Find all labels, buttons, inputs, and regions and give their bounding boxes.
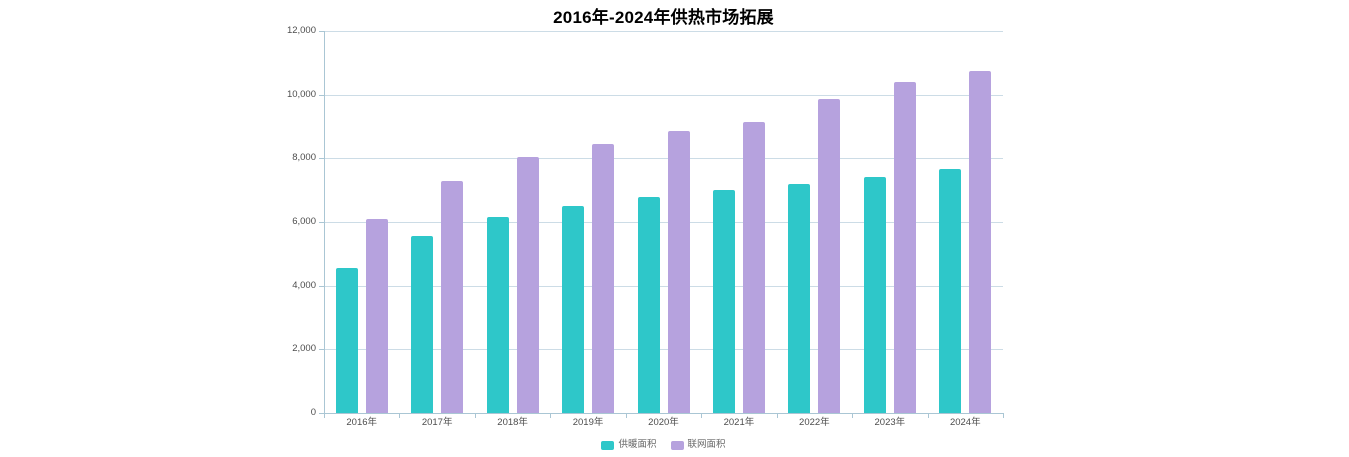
bar-network-area-2023年[interactable] [893,81,916,413]
x-tick-0 [324,413,325,418]
x-tick-label-5: 2021年 [723,417,755,428]
y-tick-label-8000: 8,000 [292,152,316,164]
legend: 供暖面积 联网面积 [324,440,1003,450]
y-tick-6000 [319,222,324,223]
bar-heating-area-2018年[interactable] [486,217,509,413]
legend-swatch-icon [601,440,615,450]
bar-network-area-2017年[interactable] [441,180,464,413]
x-tick-label-1: 2017年 [421,417,453,428]
y-tick-4000 [319,285,324,287]
x-tick-3 [550,413,552,418]
legend-item-network-area[interactable]: 联网面积 [670,439,726,450]
bar-network-area-2024年[interactable] [969,70,992,413]
gridline-4000 [324,285,1003,287]
gridline-8000 [324,158,1003,160]
bar-network-area-2018年[interactable] [516,156,539,413]
x-axis-line [324,413,1004,414]
x-tick-label-8: 2024年 [949,417,981,428]
y-tick-12000 [319,31,324,32]
legend-item-heating-area[interactable]: 供暖面积 [601,439,657,450]
bar-network-area-2020年[interactable] [667,131,690,413]
bar-heating-area-2021年[interactable] [712,190,735,413]
legend-label: 联网面积 [687,439,726,450]
x-tick-4 [625,413,627,418]
x-tick-label-4: 2020年 [648,417,679,428]
y-tick-0 [319,413,324,414]
bar-network-area-2021年[interactable] [742,121,765,413]
y-tick-label-12000: 12,000 [286,25,316,36]
gridline-12000 [324,31,1003,32]
bar-heating-area-2020年[interactable] [637,196,660,413]
x-tick-label-7: 2023年 [874,417,906,428]
legend-label: 供暖面积 [618,439,657,450]
y-tick-10000 [319,94,324,96]
y-tick-label-4000: 4,000 [292,279,316,291]
x-tick-label-6: 2022年 [799,417,830,428]
bar-network-area-2016年[interactable] [365,218,388,413]
y-tick-8000 [319,158,324,160]
x-tick-7 [852,413,854,418]
bar-heating-area-2023年[interactable] [863,177,886,413]
bar-heating-area-2024年[interactable] [939,169,962,413]
bar-heating-area-2022年[interactable] [788,183,811,413]
gridline-2000 [324,349,1003,351]
x-tick-8 [927,413,929,418]
x-tick-6 [776,413,778,418]
gridline-10000 [324,94,1003,96]
x-tick-5 [701,413,703,418]
y-tick-2000 [319,349,324,351]
y-tick-label-2000: 2,000 [292,343,316,355]
x-tick-2 [474,413,476,418]
x-tick-1 [399,413,401,418]
x-tick-label-3: 2019年 [572,417,604,428]
x-tick-9 [1003,413,1004,418]
y-tick-label-0: 0 [310,407,316,418]
x-tick-label-0: 2016年 [346,417,378,428]
chart-title: 2016年-2024年供热市场拓展 [553,8,774,27]
y-axis-line [324,31,325,413]
bar-heating-area-2019年[interactable] [562,206,585,413]
gridline-6000 [324,222,1003,223]
y-tick-label-6000: 6,000 [292,216,316,227]
legend-swatch-icon [670,440,684,450]
bar-network-area-2022年[interactable] [818,99,841,413]
bar-network-area-2019年[interactable] [592,144,615,413]
bar-heating-area-2016年[interactable] [335,268,358,413]
y-tick-label-10000: 10,000 [286,88,316,100]
x-tick-label-2: 2018年 [497,417,528,428]
bar-heating-area-2017年[interactable] [411,236,434,413]
